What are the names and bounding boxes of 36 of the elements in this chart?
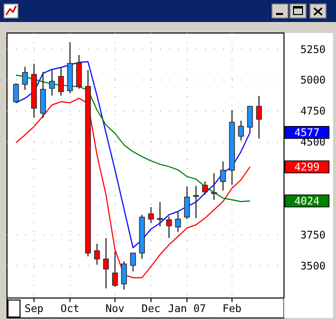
y-tick-label: 5000 — [300, 74, 326, 87]
candlestick — [247, 106, 253, 134]
candlestick — [58, 67, 64, 96]
candlestick — [157, 202, 163, 228]
x-tick-label: Dec — [142, 303, 160, 315]
candlestick — [211, 172, 217, 200]
candlestick — [193, 185, 199, 219]
candlestick — [103, 237, 109, 289]
candlestick — [121, 260, 127, 290]
text: 4299 — [294, 162, 320, 174]
y-tick-label: 4750 — [300, 106, 326, 118]
x-tick-label: Oct — [60, 303, 80, 315]
candlestick — [166, 216, 172, 239]
x-tick-label: Jan 07 — [168, 303, 206, 315]
candlestick — [130, 252, 136, 272]
candlestick — [220, 160, 226, 192]
candlestick — [49, 69, 55, 96]
text: 4024 — [294, 196, 320, 208]
candlestick — [148, 206, 154, 224]
candlestick — [22, 66, 28, 91]
candlestick — [175, 211, 181, 233]
candlestick — [40, 71, 46, 119]
x-tick-label: Feb — [222, 303, 242, 315]
line-series — [15, 61, 251, 248]
candlestick — [238, 120, 244, 142]
x-tick-label: Nov — [106, 303, 124, 315]
x-tick-label: Sep — [24, 303, 44, 315]
y-tick-label: 3500 — [300, 260, 326, 272]
candlestick — [202, 181, 208, 196]
candlestick — [184, 186, 190, 220]
y-tick-label: 3750 — [300, 230, 326, 242]
candlestick — [94, 243, 100, 266]
text: 4577 — [294, 127, 320, 140]
candlestick — [13, 82, 19, 104]
y-tick-label: 5250 — [300, 44, 326, 56]
candlestick — [256, 95, 262, 140]
